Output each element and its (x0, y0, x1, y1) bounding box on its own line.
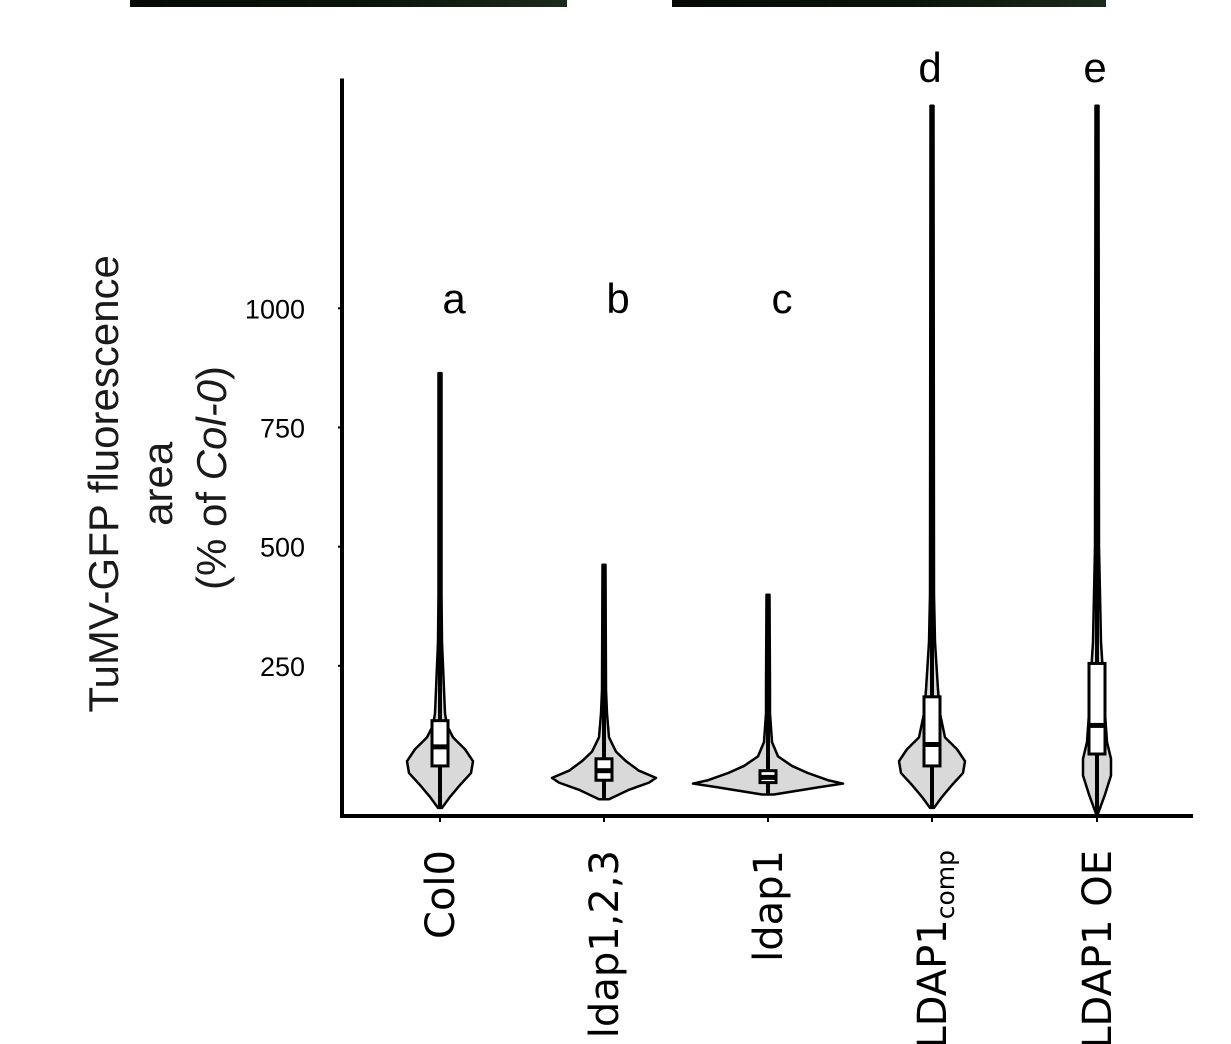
x-category-label: LDAP1comp (910, 850, 960, 1044)
violin-box (430, 719, 450, 768)
y-axis-title-line-3-italic: Col-0 (188, 379, 235, 480)
violin-group (550, 563, 658, 801)
y-tick-label: 750 (260, 413, 305, 443)
significance-letter: a (442, 275, 466, 322)
significance-letter: c (772, 275, 793, 322)
significance-letter: d (918, 44, 941, 91)
significance-letter: b (606, 275, 629, 322)
y-axis-title-line-1: TuMV-GFP fluorescence (80, 255, 127, 713)
violin-group (405, 371, 475, 810)
y-tick-label: 1000 (245, 294, 305, 324)
x-category-label: LDAP1 OE (1075, 850, 1121, 1044)
y-axis-title-line-3: (% of (188, 480, 235, 590)
y-axis-title: TuMV-GFP fluorescence area (% of Col-0) (80, 243, 235, 712)
y-axis-title-line-2: area (134, 441, 181, 526)
y-axis-title-line-3-end: ) (188, 366, 235, 380)
image-panel-strip-right (672, 0, 1106, 7)
violin-box (922, 695, 942, 768)
x-category-label: ldap1,2,3 (582, 850, 628, 1038)
violin-group (691, 593, 845, 796)
significance-letter: e (1083, 44, 1106, 91)
violin-group (1081, 104, 1113, 815)
violin-box (1087, 661, 1107, 756)
x-category-label: ldap1 (746, 850, 792, 962)
x-category-subscript: comp (931, 850, 960, 919)
violin-group (897, 104, 967, 810)
x-category-label: Col0 (418, 850, 464, 939)
y-tick-label: 500 (260, 533, 305, 563)
image-panel-strip-left (130, 0, 567, 7)
y-tick-label: 250 (260, 652, 305, 682)
